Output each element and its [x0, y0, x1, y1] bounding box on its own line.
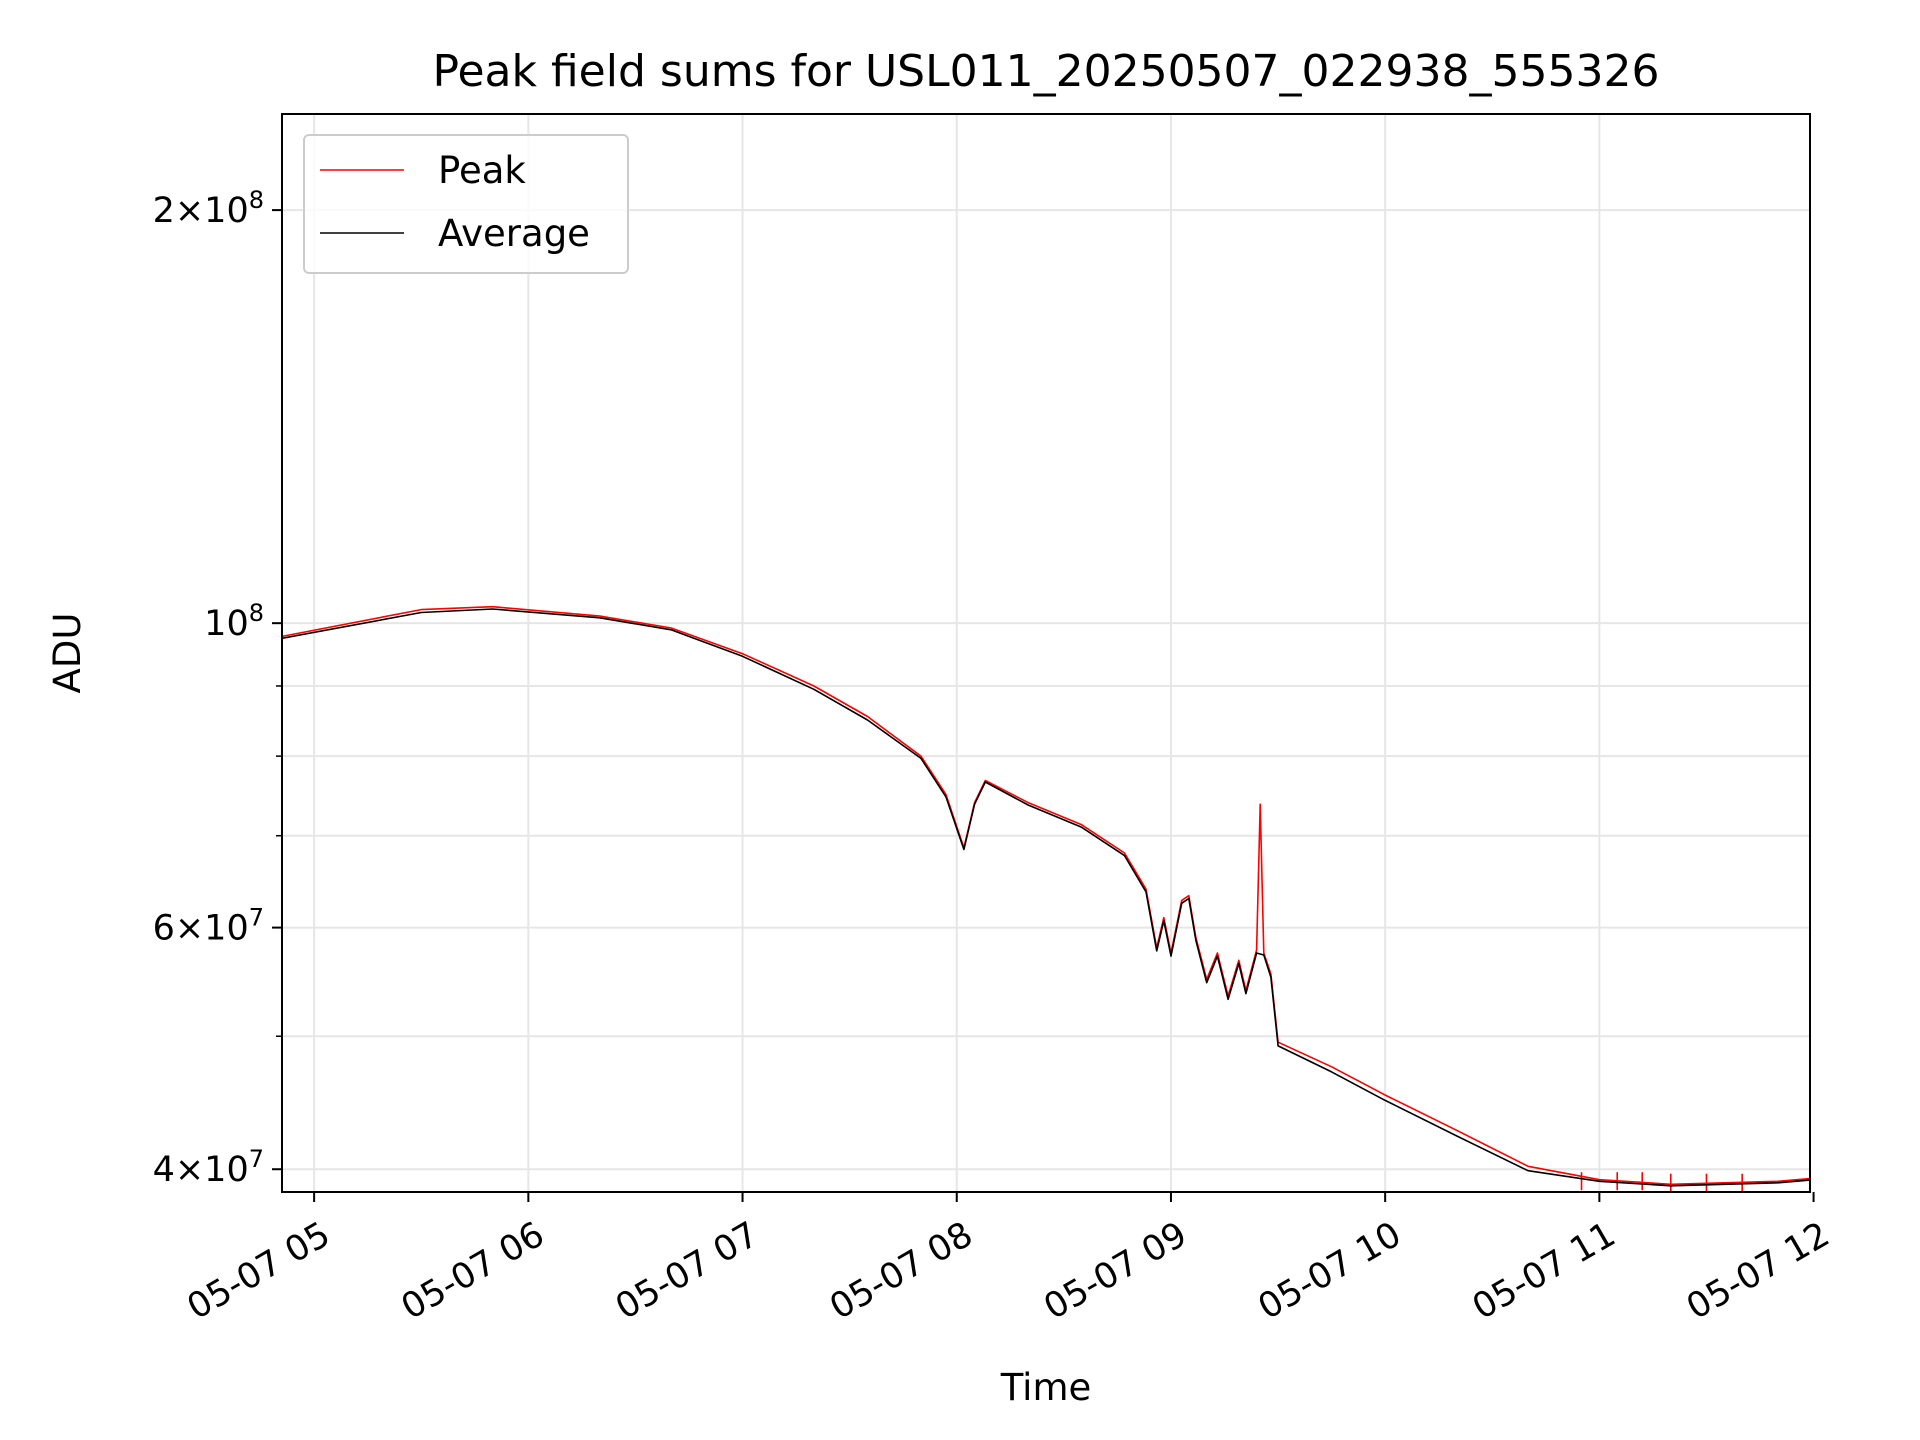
x-axis-label: Time [1000, 1366, 1092, 1409]
chart-title: Peak field sums for USL011_20250507_0229… [433, 46, 1660, 97]
x-tick-label: 05-07 05 [181, 1215, 337, 1328]
y-tick-label: 6×107 [153, 904, 264, 949]
grid [282, 114, 1810, 1192]
legend-label-peak: Peak [438, 149, 526, 192]
series-line-peak [282, 605, 1810, 1186]
x-tick-label: 05-07 11 [1466, 1215, 1622, 1328]
x-axis: 05-07 05 05-07 06 05-07 07 05-07 08 05-07 09… [181, 1192, 1836, 1328]
y-axis: 4×107 6×107 108 2×108 [153, 186, 282, 1190]
y-tick-label: 4×107 [153, 1145, 264, 1190]
series-line-average [282, 608, 1810, 1187]
x-tick-label: 05-07 09 [1038, 1215, 1194, 1328]
plot-frame [281, 113, 1811, 1193]
x-tick-label: 05-07 10 [1252, 1215, 1408, 1328]
legend-label-average: Average [438, 212, 590, 255]
x-tick-label: 05-07 12 [1680, 1215, 1836, 1328]
series-area [282, 605, 1810, 1192]
x-tick-label: 05-07 06 [395, 1215, 551, 1328]
y-tick-label: 2×108 [153, 186, 264, 231]
legend: Peak Average [303, 134, 629, 274]
x-tick-label: 05-07 08 [823, 1215, 979, 1328]
y-tick-label: 108 [204, 599, 264, 644]
x-tick-label: 05-07 07 [609, 1215, 765, 1328]
y-axis-label: ADU [46, 613, 89, 694]
